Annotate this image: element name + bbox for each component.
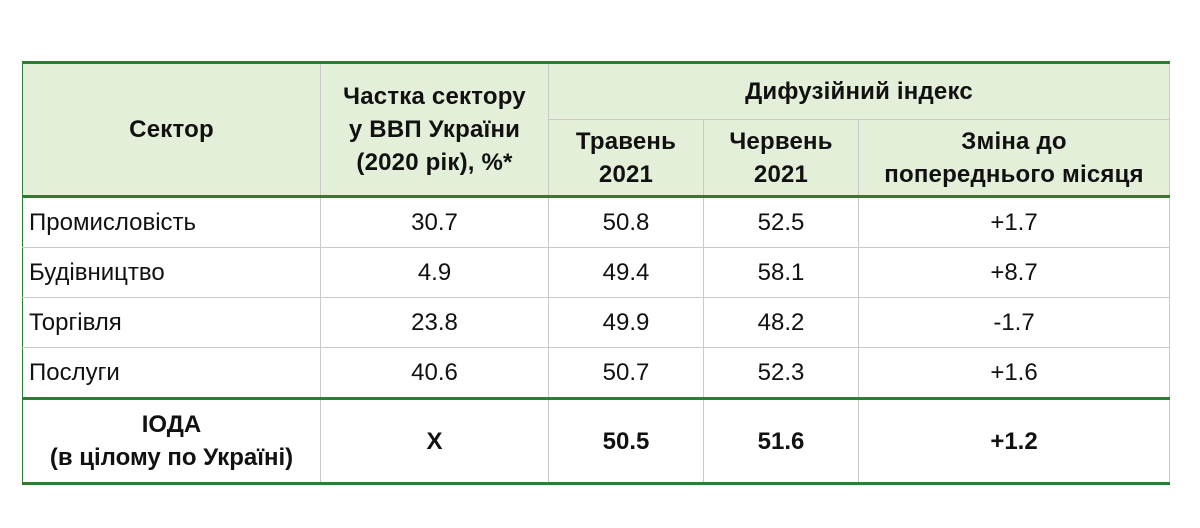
table-row: Промисловість 30.7 50.8 52.5 +1.7	[22, 196, 1171, 248]
table-row: Будівництво 4.9 49.4 58.1 +8.7	[22, 247, 1171, 298]
cell-share: 40.6	[320, 347, 549, 399]
total-name-line1: ІОДА	[141, 411, 202, 438]
cell-sector: Будівництво	[22, 247, 321, 298]
header-change: Зміна до попереднього місяця	[857, 119, 1171, 198]
total-name-line2: (в цілому по Україні)	[49, 444, 294, 471]
table-row: Торгівля 23.8 49.9 48.2 -1.7	[22, 297, 1171, 348]
cell-june: 58.1	[703, 247, 859, 298]
cell-total-change: +1.2	[857, 397, 1171, 485]
header-gdp-share-line3: (2020 рік), %*	[356, 149, 513, 176]
cell-sector: Послуги	[22, 347, 321, 399]
cell-may: 49.9	[548, 297, 704, 348]
cell-change: +1.7	[857, 196, 1171, 248]
cell-sector: Торгівля	[22, 297, 321, 348]
header-sector: Сектор	[22, 61, 321, 198]
header-gdp-share-line1: Частка сектору	[343, 83, 526, 110]
cell-total-june: 51.6	[703, 397, 859, 485]
diffusion-index-table: Сектор Частка сектору у ВВП України (202…	[22, 61, 1171, 485]
table-container: Сектор Частка сектору у ВВП України (202…	[22, 61, 1171, 485]
cell-june: 52.3	[703, 347, 859, 399]
cell-change: -1.7	[857, 297, 1171, 348]
cell-share: 23.8	[320, 297, 549, 348]
header-gdp-share: Частка сектору у ВВП України (2020 рік),…	[320, 61, 549, 198]
cell-total-share: X	[320, 397, 549, 485]
header-june-2021: Червень 2021	[703, 119, 859, 198]
cell-share: 30.7	[320, 196, 549, 248]
header-may-2021: Травень 2021	[548, 119, 704, 198]
cell-total-name: ІОДА (в цілому по Україні)	[22, 397, 321, 485]
header-diffusion-index: Дифузійний індекс	[547, 61, 1171, 120]
cell-change: +8.7	[857, 247, 1171, 298]
table-header: Сектор Частка сектору у ВВП України (202…	[22, 61, 1171, 198]
table-body: Промисловість 30.7 50.8 52.5 +1.7 Будівн…	[22, 196, 1171, 485]
cell-june: 48.2	[703, 297, 859, 348]
header-gdp-share-line2: у ВВП України	[348, 116, 521, 143]
cell-total-may: 50.5	[548, 397, 704, 485]
cell-change: +1.6	[857, 347, 1171, 399]
cell-june: 52.5	[703, 196, 859, 248]
table-row: Послуги 40.6 50.7 52.3 +1.6	[22, 347, 1171, 399]
table-row-total: ІОДА (в цілому по Україні) X 50.5 51.6 +…	[22, 397, 1171, 485]
cell-may: 50.8	[548, 196, 704, 248]
cell-may: 50.7	[548, 347, 704, 399]
cell-share: 4.9	[320, 247, 549, 298]
cell-sector: Промисловість	[22, 196, 321, 248]
cell-may: 49.4	[548, 247, 704, 298]
